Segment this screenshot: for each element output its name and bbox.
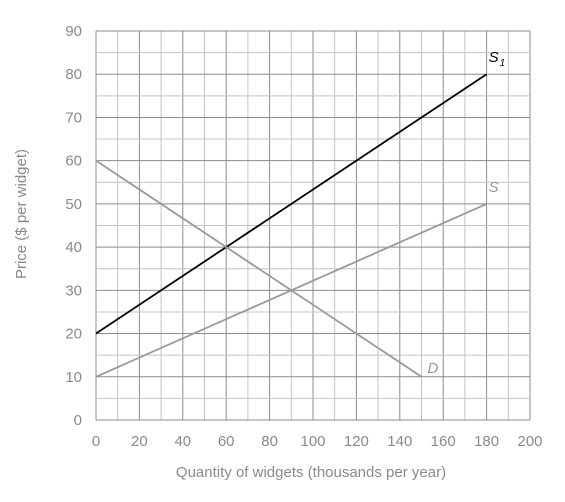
y-tick-label: 20 [65, 326, 82, 343]
x-axis-label: Quantity of widgets (thousands per year) [176, 464, 446, 481]
x-tick-label: 180 [474, 433, 499, 450]
y-tick-label: 60 [65, 153, 82, 170]
x-tick-label: 0 [92, 433, 100, 450]
grid [95, 30, 531, 421]
x-tick-label: 140 [387, 433, 412, 450]
y-tick-label: 0 [74, 412, 82, 429]
series-label-s: S [489, 179, 499, 196]
x-tick-label: 80 [261, 433, 278, 450]
x-tick-label: 100 [300, 433, 325, 450]
y-tick-label: 90 [65, 23, 82, 40]
series-line-s1 [95, 73, 488, 335]
y-tick-label: 40 [65, 239, 82, 256]
y-tick-label: 10 [65, 369, 82, 386]
series-label-d: D [428, 360, 439, 377]
x-tick-label: 200 [517, 433, 542, 450]
series-lines [95, 73, 488, 378]
x-tick-label: 20 [131, 433, 148, 450]
x-tick-label: 120 [344, 433, 369, 450]
x-tick-label: 160 [431, 433, 456, 450]
y-tick-label: 70 [65, 109, 82, 126]
series-label-subscript: 1 [500, 58, 506, 69]
y-tick-label: 30 [65, 282, 82, 299]
tick-labels: 0 20 40 60 80 100 120 140 160 180 2000102030405060… [65, 23, 542, 450]
y-axis-label: Price ($ per widget) [13, 149, 30, 279]
x-tick-label: 40 [174, 433, 191, 450]
y-tick-label: 80 [65, 66, 82, 83]
y-tick-label: 50 [65, 196, 82, 213]
series-line-d [95, 159, 422, 378]
x-tick-label: 60 [218, 433, 235, 450]
